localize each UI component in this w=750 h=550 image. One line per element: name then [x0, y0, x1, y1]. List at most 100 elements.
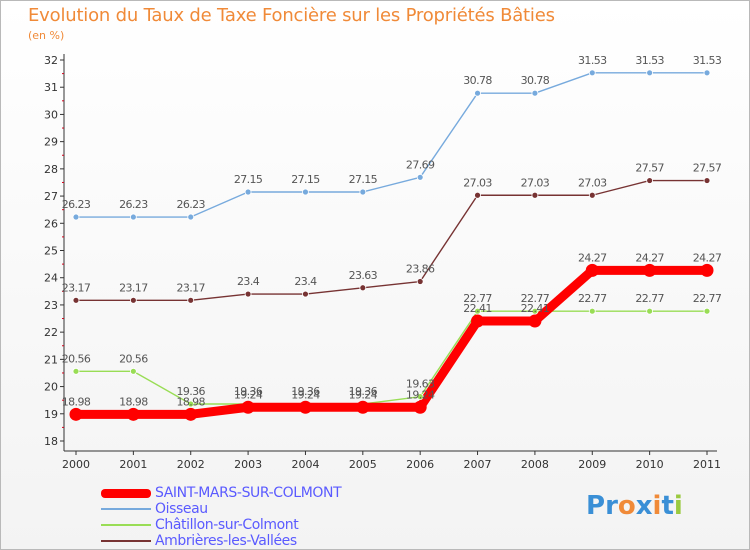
x-tick-label: 2001	[119, 458, 147, 471]
legend-label: SAINT-MARS-SUR-COLMONT	[155, 485, 342, 501]
series-point	[416, 278, 424, 285]
series-point	[531, 191, 539, 199]
legend-item: SAINT-MARS-SUR-COLMONT	[101, 485, 342, 501]
data-label: 19.36	[234, 385, 263, 398]
legend-swatch	[101, 524, 151, 526]
series-point	[474, 191, 481, 199]
series-point	[69, 407, 83, 421]
series-point	[359, 284, 367, 292]
data-label: 19.36	[349, 385, 378, 398]
chart-title: Evolution du Taux de Taxe Foncière sur l…	[28, 5, 555, 26]
series-point	[302, 188, 309, 196]
data-label: 19.24	[406, 388, 435, 401]
legend-swatch	[101, 488, 151, 498]
legend-item: Châtillon-sur-Colmont	[101, 517, 341, 533]
data-label: 26.23	[176, 198, 205, 211]
y-tick-label: 24	[44, 272, 58, 285]
logo-letter: i	[652, 491, 662, 521]
chart-series-points	[69, 69, 714, 421]
data-label: 19.24	[234, 388, 263, 401]
logo-letter: o	[617, 491, 636, 521]
series-point	[359, 188, 367, 196]
legend-label: Châtillon-sur-Colmont	[155, 517, 299, 533]
series-point	[646, 177, 654, 184]
x-tick-label: 2007	[464, 458, 492, 471]
series-point	[187, 400, 195, 408]
data-label: 31.53	[693, 54, 722, 67]
y-tick-label: 19	[44, 408, 58, 421]
data-label: 19.24	[349, 388, 378, 401]
series-point	[474, 89, 481, 97]
data-label: 27.03	[521, 176, 550, 189]
legend-label: Ambrières-les-Vallées	[155, 533, 297, 549]
data-label: 23.17	[62, 281, 91, 294]
data-label: 19.24	[291, 388, 320, 401]
data-label: 27.15	[291, 173, 320, 186]
series-point	[646, 307, 654, 315]
series-point	[129, 296, 137, 304]
series-point	[72, 213, 80, 221]
x-tick-label: 2011	[693, 458, 721, 471]
data-label: 30.78	[521, 74, 550, 87]
data-label: 18.98	[62, 395, 91, 408]
chart-data-labels: 18.98 18.98 18.98 19.24 19.24 19.24 19.24 22.41…	[62, 54, 723, 409]
series-point	[416, 173, 424, 181]
data-label: 22.41	[521, 302, 550, 315]
series-point	[474, 307, 481, 315]
series-line	[75, 179, 708, 302]
logo-letter: P	[586, 491, 606, 521]
logo-letter: r	[605, 491, 618, 521]
x-tick-label: 2006	[406, 458, 434, 471]
data-label: 27.15	[349, 173, 378, 186]
series-line	[75, 72, 708, 218]
y-tick-label: 25	[44, 245, 58, 258]
data-label: 24.27	[693, 251, 722, 264]
chart-legend: SAINT-MARS-SUR-COLMONT Oisseau Châtillon-s…	[101, 485, 342, 549]
series-point	[72, 367, 80, 375]
y-tick-label: 28	[44, 163, 58, 176]
series-point	[588, 191, 596, 199]
data-label: 23.4	[294, 275, 317, 288]
series-point	[585, 263, 599, 277]
x-tick-label: 2004	[291, 458, 319, 471]
series-point	[588, 307, 596, 315]
data-label: 27.57	[693, 162, 722, 175]
series-point	[703, 69, 711, 77]
data-label: 23.17	[176, 281, 205, 294]
series-point	[302, 290, 309, 298]
data-label: 22.77	[693, 292, 722, 305]
legend-swatch	[101, 508, 151, 510]
series-point	[531, 89, 539, 97]
data-label: 20.56	[119, 352, 148, 365]
logo-letter: i	[673, 491, 683, 521]
legend-swatch	[101, 540, 151, 542]
series-point	[416, 393, 424, 401]
series-point	[356, 400, 370, 414]
data-label: 18.98	[176, 395, 205, 408]
y-tick-label: 21	[44, 353, 58, 366]
series-point	[244, 290, 252, 298]
data-label: 20.56	[62, 352, 91, 365]
data-label: 19.36	[176, 385, 205, 398]
series-point	[187, 296, 195, 304]
series-point	[129, 213, 137, 221]
y-tick-label: 30	[44, 108, 58, 121]
series-point	[646, 69, 654, 77]
series-line	[75, 310, 708, 405]
data-label: 22.77	[635, 292, 664, 305]
x-tick-label: 2002	[177, 458, 205, 471]
series-point	[244, 188, 252, 196]
data-label: 31.53	[635, 54, 664, 67]
data-label: 24.27	[635, 251, 664, 264]
x-tick-label: 2009	[578, 458, 606, 471]
data-label: 18.98	[119, 395, 148, 408]
series-point	[72, 296, 80, 304]
proxiti-logo: Proxiti	[586, 491, 683, 521]
data-label: 22.77	[463, 292, 492, 305]
series-point	[531, 307, 539, 315]
y-tick-label: 27	[44, 190, 58, 203]
series-line	[71, 265, 712, 419]
x-tick-label: 2008	[521, 458, 549, 471]
data-label: 23.86	[406, 263, 435, 276]
